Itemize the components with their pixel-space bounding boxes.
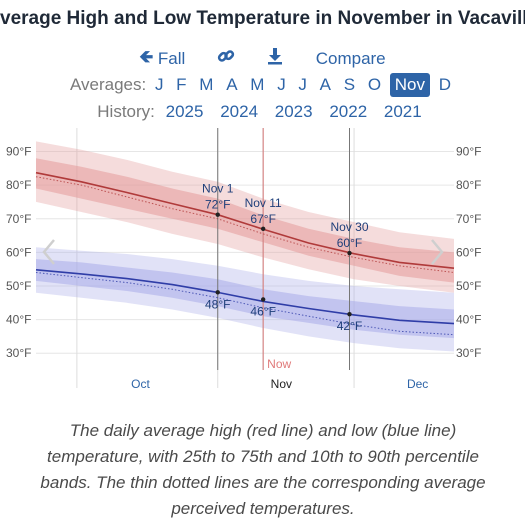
annotation-high-label: 60°F <box>337 236 362 250</box>
year-link[interactable]: 2022 <box>329 101 368 121</box>
y-tick-label-right: 30°F <box>456 346 481 360</box>
month-link-selected[interactable]: Nov <box>389 73 431 97</box>
y-tick-label-right: 70°F <box>456 212 481 226</box>
month-link[interactable]: M <box>199 75 214 94</box>
data-point-high <box>260 226 266 232</box>
perceived-temperature-line <box>35 176 455 273</box>
data-point-low <box>260 297 266 302</box>
x-tick-label: Dec <box>407 377 428 391</box>
month-link[interactable]: A <box>226 75 238 94</box>
month-link[interactable]: F <box>176 75 187 94</box>
chart-caption: The daily average high (red line) and lo… <box>40 421 486 518</box>
y-tick-label-left: 80°F <box>6 178 31 192</box>
y-tick-label-right: 60°F <box>456 245 481 259</box>
now-label: Now <box>267 357 291 371</box>
average-temperature-line <box>35 269 455 325</box>
x-tick-label: Nov <box>271 377 292 391</box>
month-link[interactable]: J <box>154 75 164 94</box>
annotation-date-label: Nov 1 <box>202 182 234 196</box>
month-link[interactable]: S <box>343 75 356 94</box>
y-tick-label-right: 90°F <box>456 145 481 159</box>
y-tick-label-left: 50°F <box>6 279 31 293</box>
download-icon[interactable] <box>266 47 284 70</box>
prev-season-label: Fall <box>157 48 186 68</box>
arrow-left-icon: 🡸 <box>139 47 154 66</box>
temperature-chart-svg: 30°F 30°F 40°F 40°F 50°F 50°F 60°F 60°F 70°F 70°F… <box>6 128 481 391</box>
y-tick-label-right: 40°F <box>456 313 481 327</box>
y-tick-label-right: 50°F <box>456 279 481 293</box>
month-link[interactable]: J <box>277 75 286 94</box>
year-link[interactable]: 2024 <box>220 101 259 121</box>
compare-link[interactable]: Compare <box>315 48 386 68</box>
annotation-high-label: 67°F <box>250 212 275 226</box>
averages-nav: Averages: J F M A M J J A S O Nov D <box>0 73 525 97</box>
prev-season-link[interactable]: 🡸 Fall <box>139 44 185 73</box>
y-tick-label-left: 30°F <box>6 346 31 360</box>
annotation-low-label: 46°F <box>250 304 275 318</box>
season-nav: 🡸 Fall Compare <box>0 44 525 73</box>
data-point-low <box>215 290 220 295</box>
annotation-date-label: Nov 30 <box>330 220 368 234</box>
y-tick-label-left: 70°F <box>6 212 31 226</box>
chevron-right-icon[interactable] <box>431 239 444 265</box>
data-point-high <box>215 212 220 217</box>
history-label: History: <box>97 101 155 121</box>
year-link[interactable]: 2023 <box>274 101 313 121</box>
annotation-low-label: 48°F <box>205 297 230 311</box>
chevron-left-icon[interactable] <box>42 239 55 265</box>
page-title: verage High and Low Temperature in Novem… <box>0 8 525 29</box>
x-tick-label: Oct <box>131 377 150 391</box>
link-icon[interactable] <box>217 47 235 70</box>
month-link[interactable]: J <box>298 75 307 94</box>
annotation-date-label: Nov 11 <box>245 196 282 210</box>
temperature-chart: 30°F 30°F 40°F 40°F 50°F 50°F 60°F 60°F 70°F 70°F… <box>0 128 525 398</box>
averages-label: Averages: <box>69 75 147 94</box>
month-link[interactable]: O <box>367 75 382 94</box>
y-tick-label-right: 80°F <box>456 178 481 192</box>
average-temperature-line <box>35 171 455 269</box>
year-link[interactable]: 2021 <box>383 101 422 121</box>
data-point-high <box>347 250 352 256</box>
year-link[interactable]: 2025 <box>165 101 204 121</box>
y-tick-label-left: 40°F <box>6 313 31 327</box>
annotation-high-label: 72°F <box>205 198 230 212</box>
data-point-low <box>347 312 352 317</box>
annotation-low-label: 42°F <box>337 319 362 333</box>
perceived-temperature-line <box>35 272 455 336</box>
history-nav: History: 2025 2024 2023 2022 2021 <box>0 101 525 122</box>
y-tick-label-left: 90°F <box>6 145 31 159</box>
month-link[interactable]: D <box>438 75 452 94</box>
y-tick-label-left: 60°F <box>6 245 31 259</box>
month-link[interactable]: M <box>250 75 265 94</box>
month-list: J F M A M J J A S O Nov D <box>151 73 455 97</box>
month-link[interactable]: A <box>319 75 331 94</box>
